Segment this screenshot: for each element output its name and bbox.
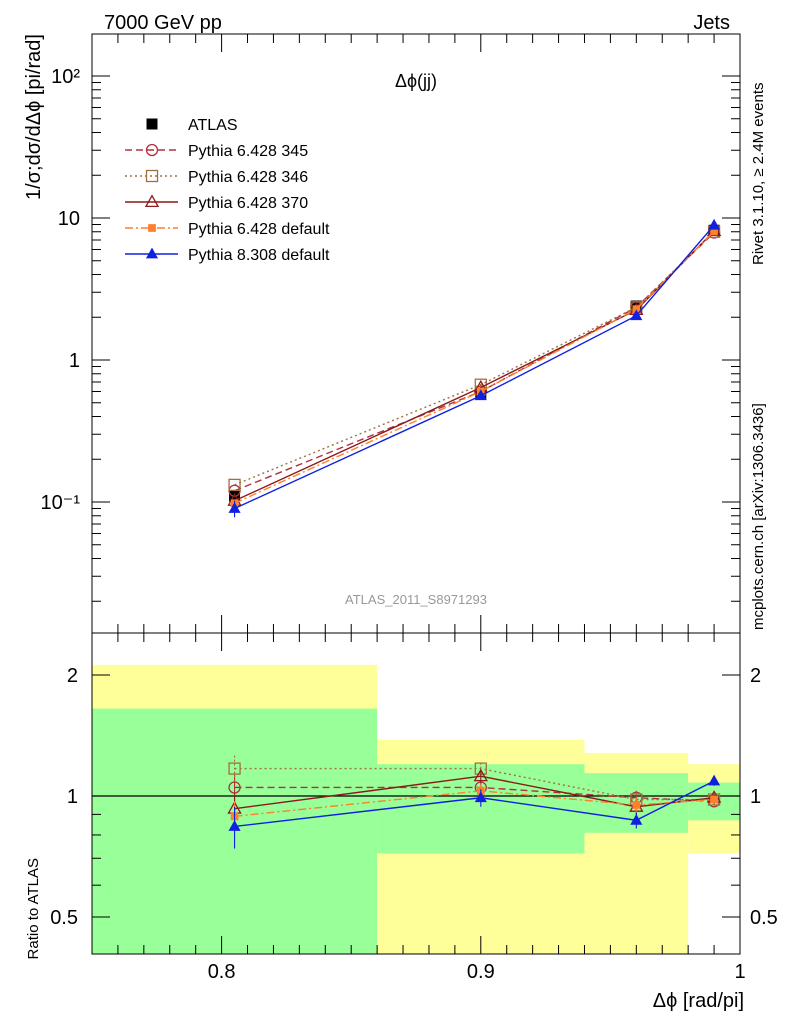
data-point-pythia-6-428-default	[632, 801, 641, 809]
analysis-id-label: ATLAS_2011_S8971293	[345, 592, 487, 607]
ratio-y-tick-label-left: 1	[67, 786, 78, 808]
data-point-pythia-6-428-346	[228, 478, 241, 492]
y-tick-label: 1	[69, 350, 80, 372]
data-point-pythia-8-308-default	[630, 309, 643, 321]
legend-marker-pythia-6-428-346	[145, 169, 159, 183]
ratio-panel-frame	[91, 632, 741, 955]
ratio-y-tick-label-right: 1	[750, 786, 761, 808]
ratio-axis-ticks: 0.5 0.5 1 1 2 2 0.8 0.9 1	[50, 633, 778, 983]
header-energy-label: 7000 GeV pp	[104, 12, 222, 34]
header-process-label: Jets	[693, 12, 730, 34]
series-line-pythia-6-428-default	[234, 790, 715, 818]
ratio-uncertainty-bands	[92, 664, 740, 954]
series-pythia-6-428-370	[227, 223, 722, 506]
legend-label-atlas: ATLAS	[188, 117, 238, 134]
ratio-y-tick-label-right: 2	[750, 665, 761, 687]
x-tick-label: 0.9	[467, 961, 495, 983]
data-point-pythia-6-428-default	[632, 305, 641, 314]
series-line-pythia-8-308-default	[234, 780, 715, 828]
legend-label-pythia-6-428-370: Pythia 6.428 370	[188, 195, 308, 212]
y-tick-label: 10	[58, 208, 80, 230]
legend: ATLAS Pythia 6.428 345 Pythia 6.428 346 Pyt…	[125, 117, 330, 264]
data-point-pythia-6-428-346	[228, 762, 241, 775]
x-axis-label: Δϕ [rad/pi]	[653, 990, 744, 1012]
data-point-pythia-6-428-default	[710, 795, 718, 804]
x-tick-label: 1	[734, 961, 745, 983]
ratio-panel: 0.5 0.5 1 1 2 2 0.8 0.9 1 Ratio to ATLAS Δϕ [rad…	[25, 632, 778, 1012]
series-pythia-6-428-345	[228, 226, 721, 497]
y-tick-label: 10⁻¹	[41, 492, 81, 514]
ratio-y-tick-label-right: 0.5	[750, 907, 778, 929]
main-series-layer	[227, 218, 722, 518]
data-point-pythia-8-308-default	[708, 218, 721, 230]
legend-marker-pythia-6-428-370	[144, 194, 160, 208]
legend-item-pythia-6-428-370: Pythia 6.428 370	[125, 194, 308, 212]
legend-item-pythia-6-428-346: Pythia 6.428 346	[125, 169, 308, 186]
series-line-pythia-6-428-345	[234, 786, 715, 803]
series-line-pythia-6-428-346	[234, 767, 715, 801]
legend-marker-pythia-8-308-default	[145, 247, 159, 259]
data-point-pythia-8-308-default	[228, 820, 241, 831]
main-plot-title: Δϕ(jj)	[395, 71, 437, 91]
series-line-pythia-6-428-370	[234, 230, 715, 502]
series-pythia-8-308-default	[228, 218, 721, 518]
main-panel: 10⁻¹ 1 10 10² Δϕ(jj) ATLAS_2011_S8971293 1/…	[23, 33, 741, 634]
series-pythia-6-428-default	[230, 227, 718, 508]
legend-item-pythia-6-428-default: Pythia 6.428 default	[125, 221, 330, 238]
x-tick-label: 0.8	[208, 961, 236, 983]
data-point-pythia-8-308-default	[708, 774, 721, 786]
legend-marker-atlas	[146, 118, 158, 130]
data-point-pythia-8-308-default	[630, 813, 643, 825]
series-line-pythia-6-428-370	[234, 775, 715, 810]
data-point-pythia-8-308-default	[228, 502, 241, 513]
series-line-pythia-6-428-345	[234, 232, 715, 492]
legend-label-pythia-8-308-default: Pythia 8.308 default	[188, 247, 330, 264]
data-point-pythia-6-428-370	[473, 768, 488, 782]
series-pythia-8-308-default	[228, 774, 721, 849]
legend-item-atlas: ATLAS	[146, 117, 238, 134]
legend-item-pythia-6-428-345: Pythia 6.428 345	[125, 143, 308, 160]
ratio-y-tick-label-left: 2	[67, 665, 78, 687]
data-point-pythia-8-308-default	[474, 389, 487, 401]
main-y-axis-label: 1/σ;dσ/dΔϕ [pi/rad]	[23, 34, 45, 200]
data-point-pythia-6-428-default	[710, 227, 718, 236]
legend-marker-pythia-6-428-default	[148, 224, 156, 232]
ratio-y-axis-label: Ratio to ATLAS	[25, 858, 42, 959]
data-point-pythia-6-428-345	[228, 781, 241, 794]
ratio-y-tick-label-left: 0.5	[50, 907, 78, 929]
legend-label-pythia-6-428-345: Pythia 6.428 345	[188, 143, 308, 160]
main-axis-ticks: 10⁻¹ 1 10 10²	[41, 34, 741, 633]
y-tick-label: 10²	[51, 66, 80, 88]
series-line-pythia-6-428-346	[234, 231, 715, 486]
mcplots-reference-label: mcplots.cern.ch [arXiv:1306.3436]	[750, 403, 767, 630]
series-line-pythia-8-308-default	[234, 224, 715, 510]
rivet-version-label: Rivet 3.1.10, ≥ 2.4M events	[750, 83, 767, 266]
legend-label-pythia-6-428-346: Pythia 6.428 346	[188, 169, 308, 186]
series-pythia-6-428-346	[228, 225, 721, 492]
legend-marker-pythia-6-428-345	[145, 143, 159, 157]
legend-item-pythia-8-308-default: Pythia 8.308 default	[125, 247, 330, 264]
data-point-pythia-8-308-default	[474, 791, 487, 803]
legend-label-pythia-6-428-default: Pythia 6.428 default	[188, 221, 330, 238]
ratio-series-layer	[227, 755, 722, 849]
series-atlas	[229, 224, 720, 502]
